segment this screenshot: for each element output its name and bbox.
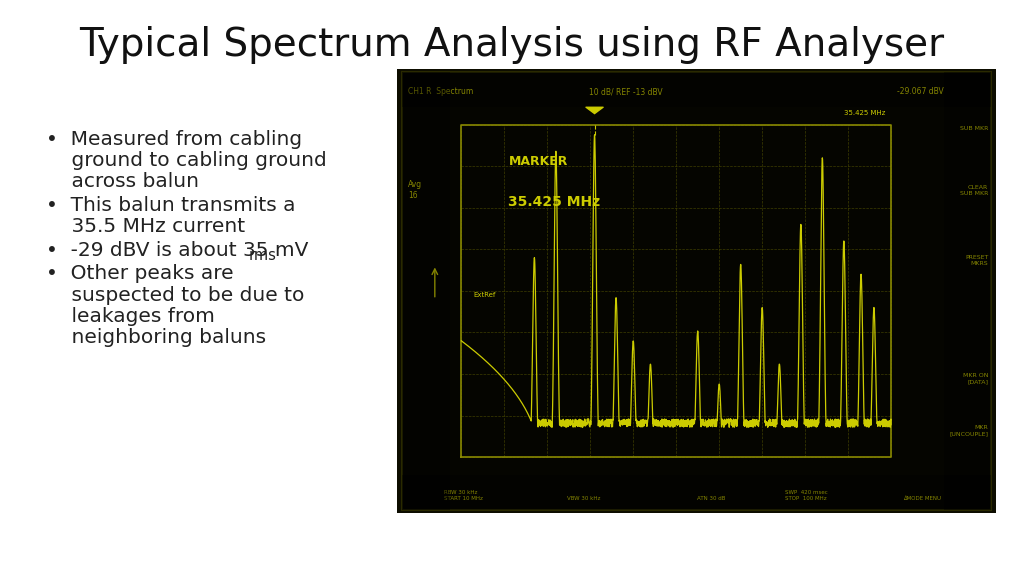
Text: SWP  420 msec
STOP  100 MHz: SWP 420 msec STOP 100 MHz [785, 490, 827, 501]
Text: 35.425 MHz: 35.425 MHz [844, 110, 885, 116]
Text: leakages from: leakages from [46, 307, 215, 326]
Text: VBW 30 kHz: VBW 30 kHz [567, 496, 601, 501]
Text: 10 dB/ REF -13 dBV: 10 dB/ REF -13 dBV [590, 88, 663, 96]
Polygon shape [586, 107, 603, 113]
Bar [402, 72, 991, 107]
Text: Typical Spectrum Analysis using RF Analyser: Typical Spectrum Analysis using RF Analy… [80, 26, 944, 64]
Text: CH1 R  Spectrum: CH1 R Spectrum [409, 88, 473, 96]
Text: MARKER: MARKER [508, 155, 567, 168]
Text: RBW 30 kHz
START 10 MHz: RBW 30 kHz START 10 MHz [443, 490, 482, 501]
Text: neighboring baluns: neighboring baluns [46, 328, 266, 347]
Bar [402, 72, 450, 510]
Text: 35.425 MHz: 35.425 MHz [508, 195, 600, 209]
Text: ground to cabling ground: ground to cabling ground [46, 151, 327, 170]
Text: •  Measured from cabling: • Measured from cabling [46, 130, 302, 149]
Text: ExtRef: ExtRef [473, 292, 496, 298]
Text: MKR
[UNCOUPLE]: MKR [UNCOUPLE] [949, 425, 988, 437]
Text: PRESET
MKRS: PRESET MKRS [965, 255, 988, 266]
Text: •  Other peaks are: • Other peaks are [46, 264, 233, 283]
Text: 35.5 MHz current: 35.5 MHz current [46, 217, 245, 236]
Text: •  -29 dBV is about 35 mV: • -29 dBV is about 35 mV [46, 241, 308, 260]
Text: ∆MODE MENU: ∆MODE MENU [903, 496, 941, 501]
Bar [402, 475, 991, 510]
Text: rms: rms [249, 248, 276, 263]
Text: Avg
16: Avg 16 [409, 180, 423, 200]
Text: -29.067 dBV: -29.067 dBV [897, 88, 944, 96]
Text: MKR ON
[DATA]: MKR ON [DATA] [963, 373, 988, 384]
Text: CLEAR
SUB MKR: CLEAR SUB MKR [959, 184, 988, 196]
Bar [944, 72, 991, 510]
Text: SUB MKR: SUB MKR [959, 126, 988, 131]
Text: ATN 30 dB: ATN 30 dB [696, 496, 725, 501]
Text: suspected to be due to: suspected to be due to [46, 286, 304, 305]
Text: across balun: across balun [46, 172, 199, 191]
Text: •  This balun transmits a: • This balun transmits a [46, 196, 296, 215]
